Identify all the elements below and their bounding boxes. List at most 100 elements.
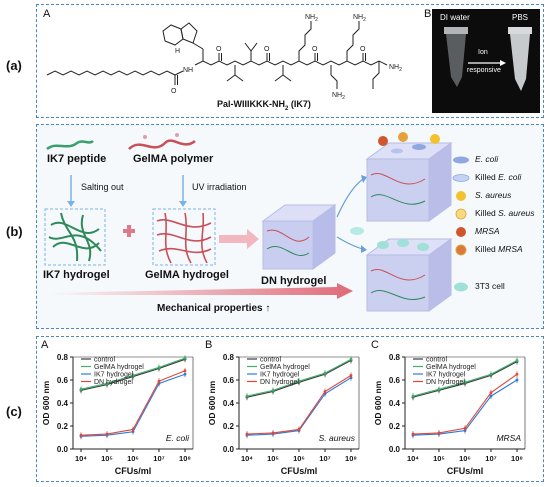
chart-c-data-point bbox=[437, 387, 441, 391]
arrow-label-ion: Ion bbox=[478, 49, 488, 56]
chart-b-ylabel: OD 600 nm bbox=[207, 380, 217, 425]
dn-hydrogel-cube-icon bbox=[261, 204, 337, 270]
chart-c-data-point bbox=[411, 432, 415, 436]
legend-label-ecoli: E. coli bbox=[475, 154, 499, 164]
panel-b: IK7 peptide GelMA polymer Salting out UV… bbox=[36, 124, 544, 329]
vial-right-icon bbox=[508, 27, 532, 91]
atom-o-4: O bbox=[312, 46, 318, 53]
chart-a-data-point bbox=[183, 369, 187, 373]
plus-icon bbox=[123, 225, 135, 237]
chart-a-data-point bbox=[157, 365, 161, 369]
chart-b-xtick-label: 10⁷ bbox=[319, 454, 330, 463]
peptide-name: Pal-WIIIKKK-NH2 (IK7) bbox=[217, 99, 311, 112]
legend-ecoli-icon bbox=[453, 156, 469, 164]
chart-a-data-point bbox=[105, 382, 109, 385]
chart-b-legend-label: GelMA hydrogel bbox=[260, 364, 310, 371]
chart-c-ytick-label: 0.8 bbox=[389, 353, 401, 362]
atom-nh2-3: NH2 bbox=[332, 92, 345, 99]
chart-c-xtick-label: 10⁴ bbox=[407, 454, 419, 463]
atom-nh2-4: NH2 bbox=[389, 64, 402, 73]
chart-b-xlabel: CFUs/ml bbox=[281, 466, 318, 476]
atom-o-5: O bbox=[360, 46, 366, 53]
label-c: (c) bbox=[6, 404, 22, 419]
chart-panel-c-label: C bbox=[371, 339, 379, 351]
chart-c-xtick-label: 10⁸ bbox=[511, 454, 523, 463]
peptide-structure-diagram: NH O H O O O O NH2 NH2 NH2 NH2 bbox=[46, 14, 402, 99]
chart-c-legend-label: GelMA hydrogel bbox=[426, 364, 476, 371]
chart-c-ytick-label: 0.4 bbox=[389, 399, 401, 408]
chart-a-ytick-label: 0.2 bbox=[57, 422, 69, 431]
chart-a-xlabel: CFUs/ml bbox=[115, 466, 152, 476]
chart-c-data-point bbox=[463, 380, 467, 384]
chart-c-xtick-label: 10⁵ bbox=[433, 454, 445, 463]
chart-a-data-point bbox=[131, 428, 135, 431]
chart-b-xtick-label: 10⁸ bbox=[345, 454, 357, 463]
chart-a-legend-label: GelMA hydrogel bbox=[94, 364, 144, 371]
chart-c-ytick-label: 0.6 bbox=[389, 376, 401, 385]
chart-b-xtick-label: 10⁴ bbox=[241, 454, 253, 463]
legend-label-saureus: S. aureus bbox=[475, 190, 512, 200]
chart-b-data-point bbox=[271, 431, 275, 435]
legend-label-killed-saureus: Killed S. aureus bbox=[475, 208, 535, 218]
atom-nh2-1: NH2 bbox=[305, 14, 318, 23]
panel-c: A B C 0.0 0.2 0.4 0.6 0.8 10⁴ 10⁵ 10⁶ 10⁷ 10⁸ CFUs… bbox=[36, 336, 544, 482]
chart-b-ytick-label: 0.0 bbox=[223, 445, 235, 454]
chart-b-data-point bbox=[349, 357, 353, 361]
chart-c-annotation: MRSA bbox=[496, 433, 521, 443]
ik7-hydrogel-network-icon bbox=[48, 212, 102, 262]
od-charts: 0.0 0.2 0.4 0.6 0.8 10⁴ 10⁵ 10⁶ 10⁷ 10⁸ CFUs/ml OD … bbox=[41, 353, 526, 476]
atom-nh2-2: NH2 bbox=[353, 14, 366, 23]
arrow-label-responsive: responsive bbox=[467, 67, 501, 74]
atom-o-1: O bbox=[171, 88, 177, 95]
chart-a-data-point bbox=[157, 379, 161, 383]
chart-a-data-point bbox=[79, 387, 83, 391]
chart-b-annotation: S. aureus bbox=[319, 433, 356, 443]
chart-b-xtick-label: 10⁶ bbox=[293, 454, 305, 463]
chart-b-data-point bbox=[323, 371, 327, 375]
chart-panel-b-label: B bbox=[205, 339, 213, 351]
legend-label-killed-mrsa: Killed MRSA bbox=[475, 244, 523, 254]
gelma-hydrogel-network-icon bbox=[156, 212, 212, 264]
label-ik7-hydrogel: IK7 hydrogel bbox=[43, 269, 110, 281]
legend-label-killed-ecoli: Killed E. coli bbox=[475, 172, 522, 182]
gelma-polymer-icon bbox=[128, 139, 196, 150]
chart-c-data-point bbox=[489, 391, 493, 395]
chart-b-legend-label: control bbox=[260, 357, 281, 364]
chart-a-ytick-label: 0.8 bbox=[57, 353, 69, 362]
chart-b-data-point bbox=[349, 374, 353, 377]
chart-a-legend-label: IK7 hydrogel bbox=[94, 372, 134, 379]
legend-mrsa-icon bbox=[456, 227, 466, 237]
chart-b-legend-label: DN hydrogel bbox=[260, 379, 299, 386]
chart-c-data-point bbox=[515, 378, 519, 382]
chart-a-ytick-label: 0.4 bbox=[57, 399, 69, 408]
chart-c-data-point bbox=[437, 431, 441, 435]
chart-c-xlabel: CFUs/ml bbox=[447, 466, 484, 476]
atom-h: H bbox=[175, 48, 180, 55]
chart-a-xtick-label: 10⁴ bbox=[75, 454, 87, 463]
chart-b-xtick-label: 10⁵ bbox=[267, 454, 279, 463]
chart-b-ytick-label: 0.6 bbox=[223, 376, 235, 385]
chart-a-xtick-label: 10⁸ bbox=[179, 454, 191, 463]
label-salting-out: Salting out bbox=[81, 182, 124, 192]
chart-b-ytick-label: 0.2 bbox=[223, 422, 235, 431]
label-mechanical-properties: Mechanical properties ↑ bbox=[157, 303, 271, 314]
chart-b-ytick-label: 0.8 bbox=[223, 353, 235, 362]
antibacterial-cube-icon bbox=[365, 132, 453, 222]
biocompatible-cube-icon bbox=[350, 227, 453, 312]
chart-a-data-point bbox=[183, 372, 187, 376]
legend-label-mrsa: MRSA bbox=[475, 226, 500, 236]
legend-saureus-icon bbox=[456, 191, 466, 201]
legend-3t3-cell-icon bbox=[454, 282, 468, 292]
chart-a-legend-label: DN hydrogel bbox=[94, 379, 133, 386]
chart-a-ylabel: OD 600 nm bbox=[41, 380, 51, 425]
legend-killed-saureus-icon bbox=[455, 208, 467, 220]
chart-b-data-point bbox=[271, 388, 275, 392]
chart-b-legend-label: IK7 hydrogel bbox=[260, 372, 300, 379]
label-a: (a) bbox=[6, 58, 22, 73]
atom-nh: NH bbox=[183, 67, 193, 74]
chart-c-ylabel: OD 600 nm bbox=[373, 380, 383, 425]
ik7-peptide-icon bbox=[46, 139, 94, 151]
chart-c-data-point bbox=[489, 394, 493, 398]
atom-o-3: O bbox=[264, 46, 270, 53]
atom-o-2: O bbox=[216, 46, 222, 53]
